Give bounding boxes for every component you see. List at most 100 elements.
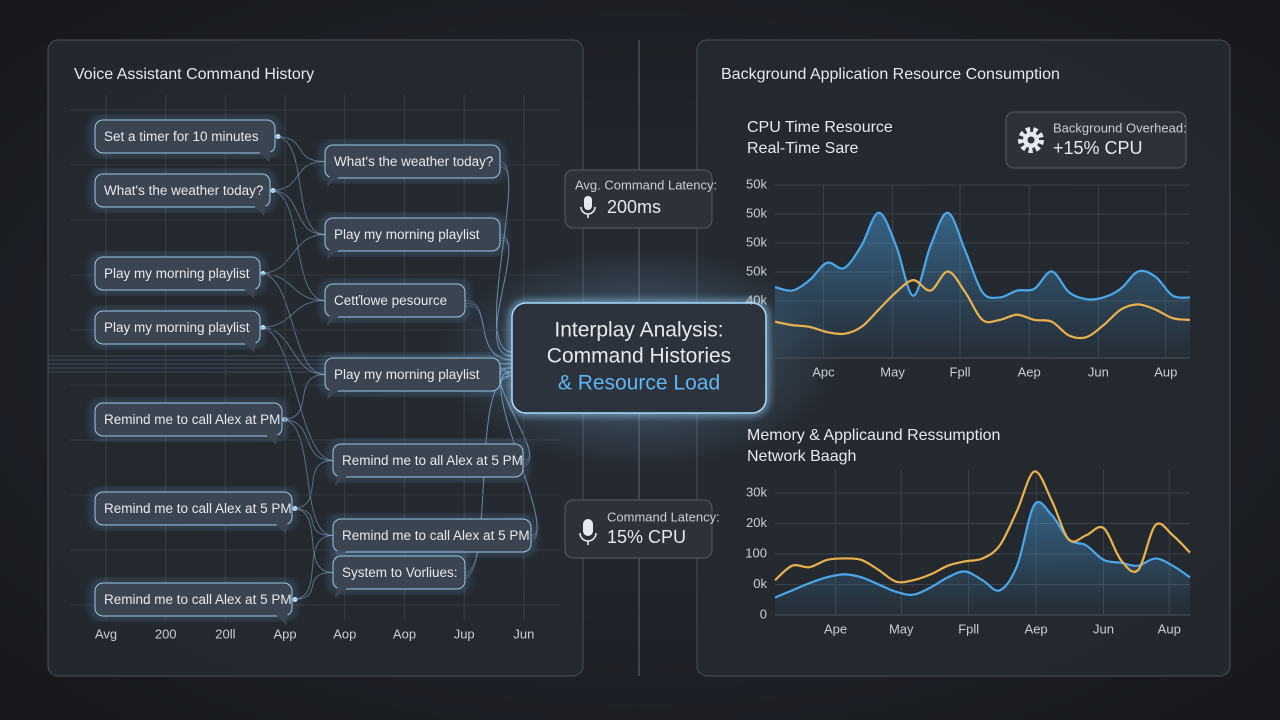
y-tick-label: 0: [760, 606, 767, 621]
bubble-text: Play my morning playlist: [104, 320, 250, 335]
bubble: [332, 518, 532, 553]
stat-card: [564, 169, 713, 229]
bubble: [324, 283, 466, 318]
connector: [291, 508, 334, 536]
bubble-glow: [321, 214, 504, 255]
connector: [259, 327, 334, 461]
x-tick-label: Fpll: [950, 364, 971, 379]
x-tick-label: Aep: [1018, 364, 1041, 379]
bubble-glow: [321, 354, 504, 395]
center-title: Interplay Analysis:: [554, 319, 723, 342]
y-tick-label: 40k: [746, 292, 767, 307]
bubble-glow: [91, 170, 274, 211]
x-label: App: [274, 626, 297, 641]
x-tick-label: Jun: [1093, 621, 1114, 636]
connector: [291, 460, 334, 509]
panel-title: Voice Assistant Command History: [74, 66, 314, 83]
bubble-text: Remind me to all Alex at 5 PM: [342, 453, 523, 468]
bubble-glow: [321, 280, 469, 321]
x-label: Avg: [95, 626, 117, 641]
x-label: 20ll: [215, 626, 235, 641]
gear-icon: [1018, 127, 1044, 153]
line: [774, 470, 1191, 584]
area: [775, 501, 1190, 615]
stat-label: Avg. Command Latency:: [575, 177, 717, 192]
mic-icon: [579, 519, 597, 545]
chart-title: Network Baagh: [747, 448, 856, 465]
line: [774, 500, 1191, 599]
connector: [281, 374, 326, 420]
overhead-value: +15% CPU: [1053, 138, 1143, 158]
y-tick-label: 0k: [753, 576, 767, 591]
x-tick-label: Aep: [1025, 621, 1048, 636]
x-label: Aop: [333, 626, 356, 641]
bubble-tail: [327, 316, 339, 326]
bubble: [94, 173, 271, 208]
bubble: [94, 402, 283, 437]
connector: [269, 161, 326, 191]
bubble-glow: [329, 440, 527, 481]
overhead-card: [1005, 111, 1187, 169]
x-tick-label: Apc: [812, 364, 835, 379]
y-tick-label: 20k: [746, 515, 767, 530]
y-tick-label: 100: [745, 545, 767, 560]
bubble-glow: [91, 399, 286, 440]
x-label: Aop: [393, 626, 416, 641]
chart-title: Memory & Applicaund Ressumption: [747, 427, 1000, 444]
bubble-text: Play my morning playlist: [334, 227, 480, 242]
connector: [269, 190, 326, 235]
connector: [259, 327, 326, 375]
x-tick-label: Ape: [824, 621, 847, 636]
bubble-glow: [91, 116, 279, 157]
y-tick-label: 50k: [746, 176, 767, 191]
bubble: [94, 119, 276, 154]
bubble-tail: [244, 343, 256, 353]
x-tick-label: Aup: [1158, 621, 1181, 636]
stat-label: Command Latency:: [607, 509, 720, 524]
connector: [269, 190, 326, 301]
chart-title: Real-Time Sare: [747, 140, 859, 157]
bubble-tail: [276, 524, 288, 534]
bubble-glow: [91, 307, 264, 348]
bubble-tail: [335, 588, 347, 598]
x-tick-label: Fpll: [958, 621, 979, 636]
y-tick-label: 30k: [746, 484, 767, 499]
bubble-tail: [254, 206, 266, 216]
bubble-text: System to Vorliues:: [342, 565, 458, 580]
bubble-text: Remind me to call Alex at 5 PM: [342, 528, 530, 543]
bubble: [324, 217, 501, 252]
bubble-tail: [244, 289, 256, 299]
x-tick-label: May: [889, 621, 914, 636]
bubble-glow: [329, 552, 469, 593]
center-card: [511, 302, 767, 414]
connector: [259, 234, 326, 274]
x-tick-label: Aup: [1154, 364, 1177, 379]
line: [774, 270, 1191, 340]
connector: [259, 273, 326, 375]
bubble-glow: [91, 253, 264, 294]
panel-title: Background Application Resource Consumpt…: [721, 66, 1060, 83]
center-title: & Resource Load: [558, 372, 720, 395]
bubble-tail: [259, 152, 271, 162]
mic-icon: [580, 196, 596, 218]
connector: [259, 300, 326, 328]
connector: [281, 419, 334, 536]
bubble-tail: [327, 250, 339, 260]
y-tick-label: 50k: [746, 234, 767, 249]
x-label: Jun: [513, 626, 534, 641]
bubble-glow: [91, 579, 296, 620]
bubble-tail: [327, 390, 339, 400]
bubble-text: Remind me to call Alex at PM: [104, 412, 280, 427]
connector: [274, 136, 326, 162]
bubble: [94, 310, 261, 345]
stat-card: [564, 499, 713, 559]
overhead-label: Background Overhead:: [1053, 120, 1187, 135]
bubble-text: What's the weather today?: [104, 183, 263, 198]
y-tick-label: 50k: [746, 263, 767, 278]
x-tick-label: May: [880, 364, 905, 379]
bubble: [94, 256, 261, 291]
x-tick-label: Jun: [1088, 364, 1109, 379]
stat-value: 15% CPU: [607, 527, 686, 547]
bubble-text: What's the weather today?: [334, 154, 493, 169]
x-label: Jup: [454, 626, 475, 641]
